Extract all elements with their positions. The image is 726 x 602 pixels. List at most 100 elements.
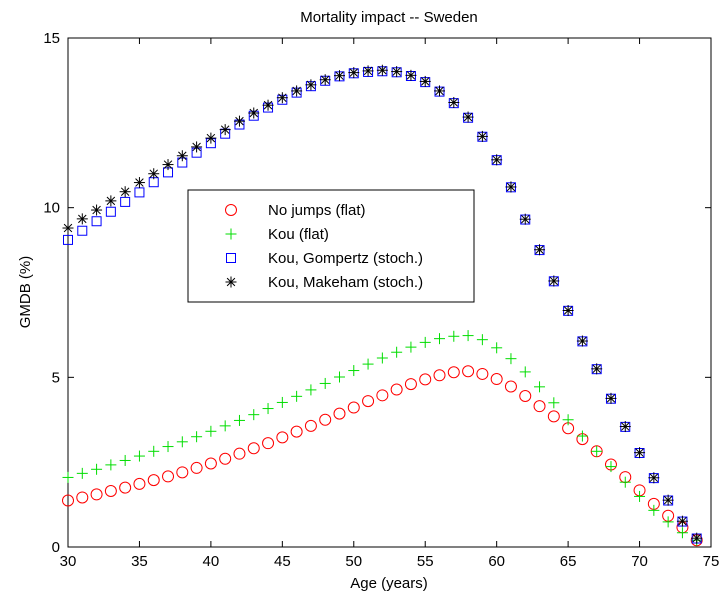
- data-point: [491, 342, 503, 354]
- data-point: [76, 491, 89, 504]
- data-point: [262, 403, 274, 415]
- legend-label: No jumps (flat): [268, 202, 366, 219]
- data-point: [190, 461, 203, 474]
- data-point: [605, 392, 617, 404]
- data-point: [391, 66, 403, 78]
- data-point: [476, 367, 489, 380]
- data-point: [505, 353, 517, 365]
- data-point: [133, 450, 145, 462]
- data-point: [533, 400, 546, 413]
- data-point: [662, 516, 674, 528]
- data-point: [205, 425, 217, 437]
- data-point: [76, 213, 88, 225]
- y-tick-label: 15: [43, 30, 60, 47]
- data-point: [534, 381, 546, 393]
- legend-box: [187, 189, 475, 303]
- data-point: [548, 275, 560, 287]
- data-point: [447, 366, 460, 379]
- x-tick-label: 75: [703, 553, 720, 570]
- data-point: [133, 177, 145, 189]
- data-point: [91, 204, 103, 216]
- data-point: [319, 377, 331, 389]
- data-point: [333, 371, 345, 383]
- data-point: [119, 481, 132, 494]
- data-point: [434, 85, 446, 97]
- data-point: [433, 369, 446, 382]
- data-point: [76, 467, 88, 479]
- x-tick-label: 65: [560, 553, 577, 570]
- data-point: [591, 445, 603, 457]
- data-point: [176, 436, 188, 448]
- data-point: [105, 195, 117, 207]
- data-point: [120, 196, 131, 207]
- data-point: [319, 413, 332, 426]
- legend-marker: [225, 228, 237, 240]
- data-point: [476, 334, 488, 346]
- data-point: [605, 461, 617, 473]
- data-point: [434, 333, 446, 345]
- data-point: [63, 234, 73, 245]
- data-point: [233, 115, 245, 127]
- data-point: [676, 527, 688, 539]
- data-point: [233, 414, 245, 426]
- legend: No jumps (flat) Kou (flat) Kou, Gompertz (…: [187, 189, 475, 303]
- data-point: [276, 396, 288, 408]
- data-point: [576, 430, 588, 442]
- data-point: [576, 335, 588, 347]
- data-point: [619, 476, 631, 488]
- data-point: [534, 244, 546, 256]
- data-point: [662, 494, 674, 506]
- data-point: [548, 397, 560, 409]
- data-point: [519, 389, 532, 402]
- data-point: [305, 384, 317, 396]
- data-point: [247, 442, 260, 455]
- y-tick-label: 10: [43, 200, 60, 217]
- data-point: [304, 419, 317, 432]
- data-point: [162, 159, 174, 171]
- data-point: [390, 383, 403, 396]
- data-point: [219, 452, 232, 465]
- data-point: [305, 79, 317, 91]
- y-tick-label: 5: [52, 369, 60, 386]
- data-point: [490, 373, 503, 386]
- x-tick-label: 30: [60, 553, 77, 570]
- data-point: [648, 472, 660, 484]
- series-3: [62, 64, 703, 544]
- data-point: [391, 346, 403, 358]
- chart-title: Mortality impact -- Sweden: [300, 9, 478, 26]
- legend-label: Kou, Gompertz (stoch.): [268, 250, 423, 267]
- data-point: [119, 186, 131, 198]
- data-point: [333, 407, 346, 420]
- data-point: [376, 389, 389, 402]
- data-point: [91, 216, 102, 227]
- data-point: [62, 494, 74, 507]
- data-point: [248, 409, 260, 421]
- data-point: [105, 206, 116, 217]
- data-point: [676, 515, 688, 527]
- data-point: [91, 463, 103, 475]
- data-point: [376, 64, 388, 76]
- data-point: [634, 490, 646, 502]
- data-point: [204, 457, 217, 470]
- data-point: [148, 445, 160, 457]
- y-tick-label: 0: [52, 539, 60, 556]
- data-point: [348, 365, 360, 377]
- data-point: [347, 401, 360, 414]
- data-point: [462, 111, 474, 123]
- data-point: [248, 107, 260, 119]
- data-point: [233, 447, 246, 460]
- data-point: [319, 74, 331, 86]
- data-point: [162, 470, 175, 483]
- data-point: [619, 421, 631, 433]
- data-point: [405, 341, 417, 353]
- data-point: [404, 378, 417, 391]
- legend-item: Kou (flat): [225, 226, 329, 243]
- data-point: [77, 225, 88, 236]
- data-point: [419, 373, 432, 386]
- data-point: [348, 67, 360, 79]
- data-point: [219, 420, 231, 432]
- data-point: [105, 459, 117, 471]
- data-point: [290, 425, 303, 438]
- data-point: [648, 504, 660, 516]
